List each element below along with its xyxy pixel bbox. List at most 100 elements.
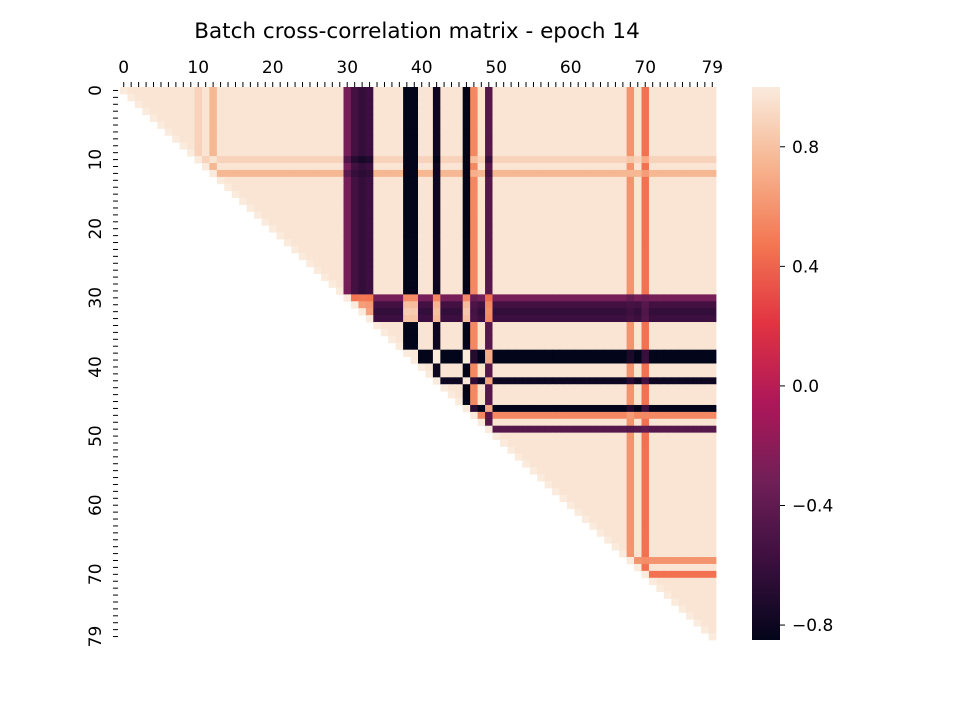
heatmap-cell [231,156,240,164]
heatmap-cell [440,377,449,385]
heatmap-cell [678,515,687,523]
heatmap-cell [328,121,337,129]
heatmap-cell [537,142,546,150]
heatmap-cell [663,204,672,212]
heatmap-cell [567,377,575,385]
heatmap-cell [648,328,657,337]
heatmap-cell [619,308,627,316]
heatmap-cell [298,225,307,233]
heatmap-cell [321,87,329,95]
heatmap-cell [567,273,575,281]
heatmap-cell [350,287,359,295]
heatmap-cell [589,107,598,116]
heatmap-cell [291,163,300,171]
heatmap-cell [350,280,359,288]
heatmap-cell [514,446,523,454]
heatmap-cell [589,474,598,482]
heatmap-cell [477,128,486,136]
heatmap-cell [507,176,516,185]
heatmap-cell [462,211,471,219]
heatmap-cell [298,114,307,122]
heatmap-cell [432,87,441,95]
heatmap-cell [440,349,449,357]
heatmap-cell [254,197,262,205]
heatmap-cell [470,169,478,178]
heatmap-cell [455,232,464,240]
heatmap-cell [388,93,397,102]
heatmap-cell [403,107,411,116]
heatmap-cell [537,218,546,226]
heatmap-cell [663,349,672,357]
heatmap-cell [529,266,538,275]
heatmap-cell [663,156,672,164]
heatmap-cell [537,176,546,185]
heatmap-cell [671,197,680,205]
heatmap-cell [708,570,717,579]
heatmap-cell [514,197,523,205]
heatmap-cell [552,425,560,434]
heatmap-cell [648,349,657,357]
heatmap-cell [492,425,501,434]
heatmap-cell [157,93,166,102]
heatmap-cell [499,377,508,385]
heatmap-cell [611,335,620,344]
heatmap-cell [634,169,642,178]
heatmap-cell [492,142,501,150]
heatmap-cell [678,190,687,198]
heatmap-cell [350,183,359,192]
heatmap-cell [641,529,650,537]
heatmap-cell [425,183,434,192]
heatmap-cell [693,266,702,275]
heatmap-cell [462,398,471,406]
heatmap-cell [537,349,546,357]
heatmap-cell [462,308,471,316]
heatmap-cell [507,190,516,198]
heatmap-cell [537,335,546,344]
heatmap-cell [358,211,367,219]
heatmap-cell [678,356,687,364]
heatmap-cell [701,536,709,544]
heatmap-cell [403,176,411,185]
heatmap-cell [201,107,210,116]
heatmap-cell [425,342,434,351]
heatmap-cell [224,149,233,157]
heatmap-cell [701,301,709,309]
heatmap-cell [671,176,680,185]
heatmap-cell [507,142,516,150]
heatmap-cell [693,322,702,330]
heatmap-cell [425,239,434,247]
heatmap-cell [507,294,516,302]
heatmap-cell [485,356,493,364]
heatmap-cell [425,280,434,288]
heatmap-cell [447,342,456,351]
heatmap-cell [686,522,695,530]
heatmap-cell [462,280,471,288]
heatmap-cell [187,135,195,143]
heatmap-cell [216,121,225,129]
heatmap-cell [313,211,322,219]
heatmap-cell [648,287,657,295]
heatmap-cell [514,370,523,378]
heatmap-cell [611,156,620,164]
heatmap-cell [693,128,702,136]
heatmap-cell [440,190,449,198]
y-tick-label: 60 [86,494,106,516]
heatmap-cell [641,266,650,275]
heatmap-cell [626,474,635,482]
heatmap-cell [388,259,397,268]
heatmap-cell [559,149,568,157]
heatmap-cell [485,232,493,240]
heatmap-cell [619,114,627,122]
heatmap-cell [336,87,344,95]
heatmap-cell [604,169,613,178]
heatmap-cell [619,349,627,357]
heatmap-cell [567,418,575,427]
heatmap-cell [269,142,277,150]
heatmap-cell [611,239,620,247]
heatmap-cell [708,536,717,544]
heatmap-cell [492,225,501,233]
heatmap-cell [328,135,337,143]
heatmap-cell [358,176,367,185]
heatmap-cell [440,315,449,323]
heatmap-cell [388,121,397,129]
